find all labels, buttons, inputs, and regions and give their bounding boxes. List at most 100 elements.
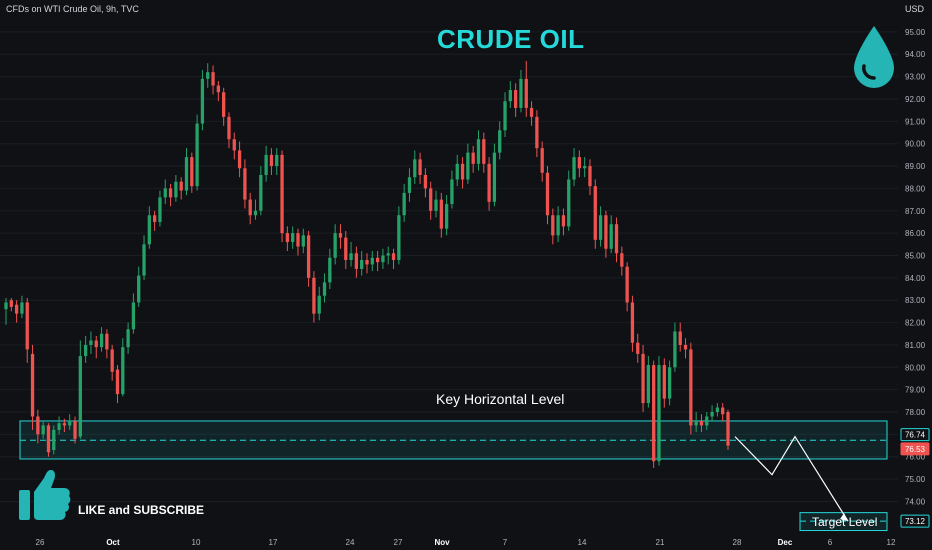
candle-body <box>508 90 512 102</box>
candle-body <box>413 159 417 178</box>
candle-body <box>190 157 194 187</box>
candle-body <box>524 78 528 108</box>
candle-body <box>57 423 61 430</box>
candle-body <box>498 130 502 153</box>
x-tick-label: 26 <box>36 538 45 547</box>
candle-body <box>211 72 215 86</box>
candle-body <box>30 353 35 417</box>
candle-body <box>94 340 98 348</box>
target-level-label: Target Level <box>812 515 878 529</box>
candle-body <box>105 333 109 350</box>
candle-body <box>25 302 29 350</box>
candle-body <box>52 429 56 451</box>
y-tick-label: 78.00 <box>905 408 926 417</box>
y-tick-label: 80.00 <box>905 363 926 372</box>
candle-body <box>264 154 268 175</box>
candle-body <box>630 302 635 343</box>
candle-body <box>652 365 656 462</box>
candle-body <box>216 85 220 93</box>
candle-body <box>391 253 396 260</box>
candle-body <box>306 235 311 278</box>
candle-body <box>360 259 364 269</box>
candle-body <box>620 253 624 267</box>
candle-body <box>121 347 125 395</box>
candle-body <box>593 186 597 240</box>
candle-body <box>89 340 93 345</box>
candle-body <box>243 168 247 200</box>
candle-body <box>349 253 353 260</box>
candle-body <box>402 192 406 216</box>
price-axis: 74.0075.0076.0077.0078.0079.0080.0081.00… <box>905 28 926 507</box>
candle-body <box>460 163 465 180</box>
candle-body <box>678 331 682 345</box>
candle-body <box>20 302 24 314</box>
candle-body <box>222 92 226 117</box>
price-badge <box>900 514 930 528</box>
candle-body <box>375 257 380 263</box>
x-tick-label: 14 <box>578 538 587 547</box>
y-tick-label: 85.00 <box>905 251 926 260</box>
candles <box>4 60 730 468</box>
candle-body <box>381 255 385 263</box>
x-tick-label: 17 <box>269 538 278 547</box>
y-tick-label: 83.00 <box>905 296 926 305</box>
x-tick-label: 21 <box>656 538 665 547</box>
candle-body <box>78 356 82 437</box>
candle-body <box>694 420 698 426</box>
candle-body <box>275 154 279 167</box>
candle-body <box>206 72 210 79</box>
candle-body <box>322 282 327 296</box>
candle-body <box>689 349 693 426</box>
candle-body <box>572 157 576 180</box>
candle-body <box>137 275 141 303</box>
y-tick-label: 90.00 <box>905 140 926 149</box>
candle-body <box>514 90 518 108</box>
candle-body <box>503 101 507 131</box>
candle-body <box>36 416 40 435</box>
candle-body <box>636 342 640 354</box>
candle-body <box>99 333 104 348</box>
candle-body <box>4 302 8 310</box>
candle-body <box>519 78 523 108</box>
candle-body <box>83 344 88 357</box>
candle-body <box>333 233 337 258</box>
candle-body <box>577 157 581 169</box>
candle-body <box>598 215 603 240</box>
projection-path <box>734 435 849 522</box>
thumbs-up-icon <box>19 470 71 520</box>
candle-body <box>726 412 730 446</box>
candle-body <box>418 159 422 175</box>
candle-body <box>721 407 725 415</box>
candle-body <box>259 174 263 211</box>
candle-body <box>588 166 592 187</box>
candle-body <box>344 237 348 260</box>
candle-body <box>439 199 443 229</box>
chart-title: CRUDE OIL <box>437 24 585 54</box>
candle-body <box>147 215 151 245</box>
candle-body <box>450 179 454 205</box>
candle-body <box>715 407 720 413</box>
candle-body <box>492 152 497 202</box>
x-tick-label: 7 <box>503 538 508 547</box>
candle-body <box>455 163 459 180</box>
candle-body <box>646 365 651 404</box>
candle-body <box>237 150 242 169</box>
candle-body <box>73 420 77 439</box>
candle-body <box>354 253 359 269</box>
price-badge-label: 76.53 <box>905 445 926 454</box>
candle-body <box>667 367 672 399</box>
key-level-label: Key Horizontal Level <box>436 391 565 407</box>
x-tick-label: 24 <box>346 538 355 547</box>
candle-body <box>444 204 449 229</box>
y-tick-label: 89.00 <box>905 162 926 171</box>
candle-body <box>338 233 343 238</box>
candle-body <box>328 257 332 283</box>
candle-body <box>142 244 146 276</box>
candle-body <box>423 174 428 189</box>
y-tick-label: 88.00 <box>905 184 926 193</box>
time-axis: 26 Oct 10 17 24 27 Nov 7 14 21 28 Dec 6 12 <box>36 538 896 547</box>
candle-body <box>68 420 72 426</box>
candle-body <box>200 78 205 124</box>
currency-label: USD <box>904 4 924 14</box>
candle-body <box>9 300 13 307</box>
